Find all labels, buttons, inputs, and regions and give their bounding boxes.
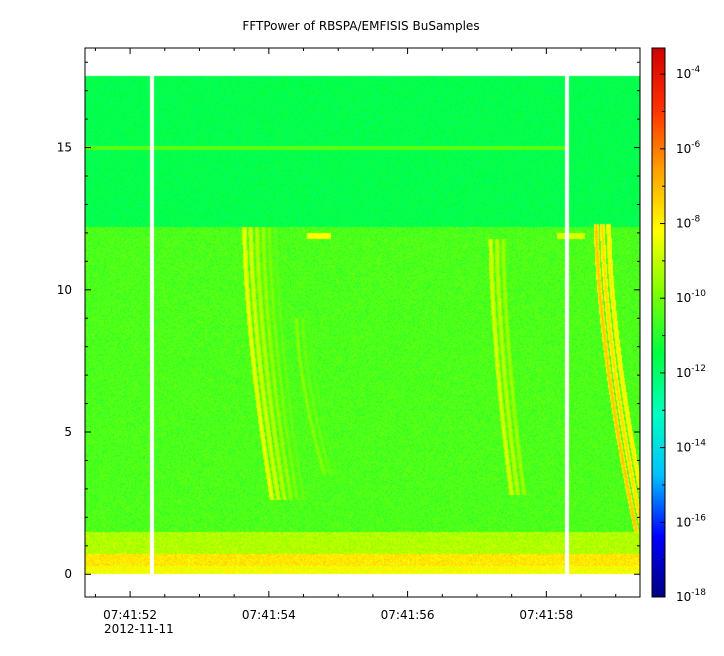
x-tick-label: 07:41:52 (103, 608, 157, 622)
chart-title: FFTPower of RBSPA/EMFISIS BuSamples (242, 19, 479, 33)
x-tick-label: 07:41:56 (381, 608, 435, 622)
y-axis: 0 5 10 15 (57, 61, 640, 581)
y-tick-label: 5 (64, 425, 72, 439)
plot-area (84, 47, 641, 598)
colorbar-tick-label: 10-16 (676, 513, 706, 529)
spectrogram-heatmap (85, 48, 640, 597)
colorbar-tick-label: 10-4 (676, 65, 701, 81)
colorbar-tick-label: 10-10 (676, 289, 706, 305)
colorbar-ticks: 10-4 10-6 10-8 10-10 10-12 10-14 10-16 10-18 (660, 65, 706, 604)
y-tick-label: 10 (57, 283, 72, 297)
x-tick-label: 07:41:54 (242, 608, 296, 622)
plot-frame (84, 47, 641, 598)
x-tick-label: 07:41:58 (519, 608, 573, 622)
colorbar-tick-label: 10-18 (676, 588, 706, 604)
y-tick-label: 0 (64, 567, 72, 581)
colorbar: 10-4 10-6 10-8 10-10 10-12 10-14 10-16 10-18 (651, 47, 706, 604)
colorbar-tick-label: 10-8 (676, 215, 701, 231)
y-tick-label: 15 (57, 141, 72, 155)
colorbar-tick-label: 10-12 (676, 364, 706, 380)
colorbar-frame (651, 47, 666, 598)
x-date-label: 2012-11-11 (104, 622, 174, 636)
colorbar-tick-label: 10-14 (676, 439, 706, 455)
x-axis: 07:41:52 07:41:54 07:41:56 07:41:58 (94, 48, 617, 622)
colorbar-tick-label: 10-6 (676, 140, 701, 156)
colorbar-gradient (652, 48, 665, 597)
